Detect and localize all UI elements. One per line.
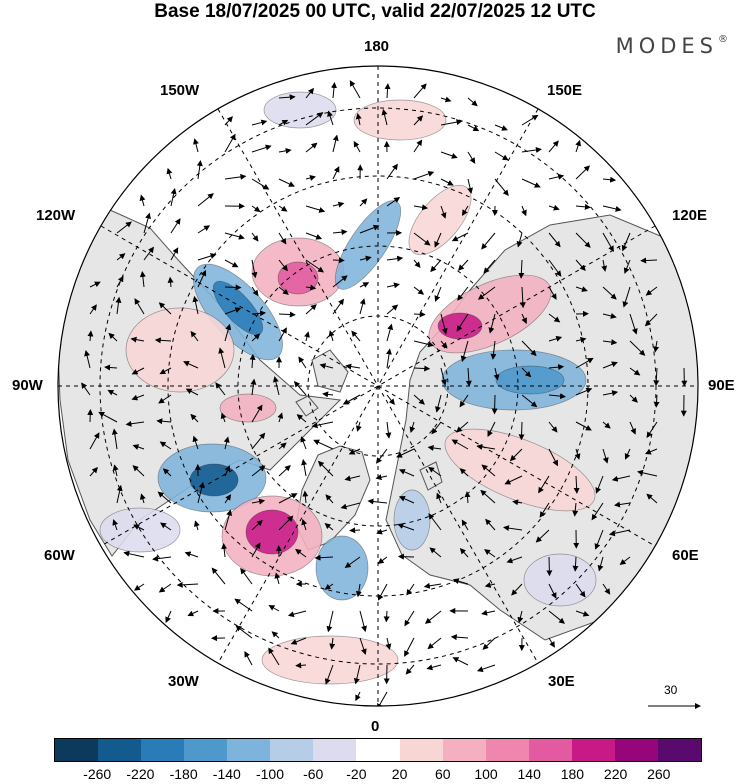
wind-vector xyxy=(549,557,550,575)
label-120e: 120E xyxy=(672,207,707,225)
wind-vector xyxy=(399,557,414,558)
anomaly-high-baffin xyxy=(220,394,276,422)
wind-vector xyxy=(495,395,496,414)
wind-vector xyxy=(414,314,425,315)
colorbar-segment xyxy=(486,739,529,761)
anomaly-weak-high-pacific xyxy=(354,100,446,140)
anomaly-high-north-atlantic-core xyxy=(246,510,298,554)
label-180: 180 xyxy=(364,38,389,56)
colorbar-segment xyxy=(572,739,615,761)
wind-vector xyxy=(521,422,522,439)
reference-vector-label: 30 xyxy=(664,683,677,697)
label-150e: 150E xyxy=(547,82,582,100)
anomaly-low-central-asia-core xyxy=(496,366,564,394)
wind-vector xyxy=(225,287,241,288)
colorbar-segment xyxy=(658,739,701,761)
anomaly-weak-low-north-pacific xyxy=(264,92,336,128)
wind-vector xyxy=(333,260,344,261)
colorbar-segment xyxy=(313,739,356,761)
label-90e: 90E xyxy=(708,377,735,395)
label-90w: 90W xyxy=(12,377,43,395)
colorbar-segment xyxy=(356,739,399,761)
colorbar-segment xyxy=(270,739,313,761)
label-60w: 60W xyxy=(44,547,75,565)
colorbar-segment xyxy=(443,739,486,761)
colorbar-segment xyxy=(55,739,98,761)
label-0: 0 xyxy=(371,718,379,736)
colorbar-segment xyxy=(184,739,227,761)
label-120w: 120W xyxy=(36,207,75,225)
wind-vector xyxy=(386,611,387,621)
colorbar-tick-label: 260 xyxy=(634,766,684,782)
anomaly-low-east-atlantic xyxy=(316,536,368,600)
wind-vector xyxy=(350,530,360,531)
colorbar-segment xyxy=(227,739,270,761)
label-30e: 30E xyxy=(548,673,575,691)
colorbar-segment xyxy=(141,739,184,761)
polar-map xyxy=(0,0,750,735)
wind-vector xyxy=(641,260,657,261)
anomaly-high-hudson xyxy=(126,308,234,392)
anomaly-low-europe xyxy=(394,490,430,550)
label-30w: 30W xyxy=(168,673,199,691)
colorbar-segment xyxy=(529,739,572,761)
label-150w: 150W xyxy=(160,82,199,100)
colorbar xyxy=(54,738,702,762)
anomaly-low-labrador-core xyxy=(190,464,238,496)
label-60e: 60E xyxy=(672,547,699,565)
colorbar-segment xyxy=(400,739,443,761)
wind-vector xyxy=(414,368,429,369)
colorbar-segment xyxy=(615,739,658,761)
colorbar-segment xyxy=(98,739,141,761)
wind-vector xyxy=(296,665,306,666)
anomaly-weak-low-pacific xyxy=(524,554,596,606)
